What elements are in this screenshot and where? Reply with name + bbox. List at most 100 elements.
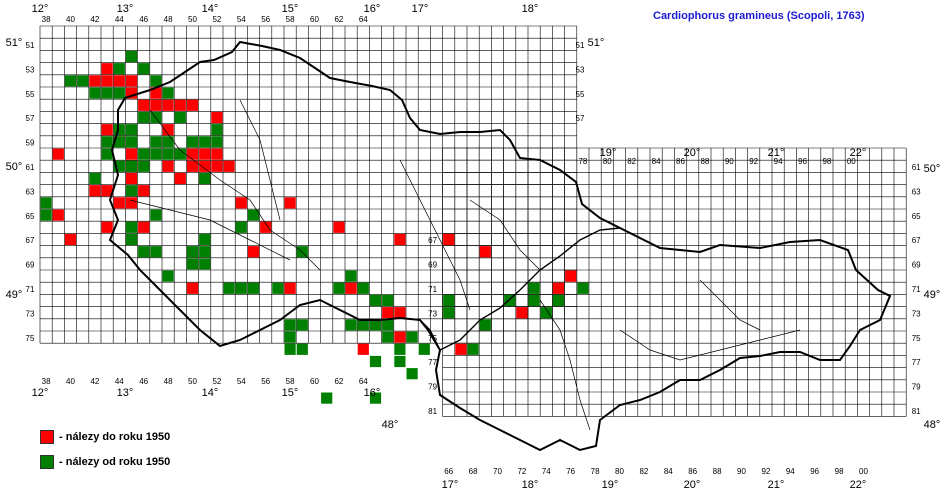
record-square [528, 294, 540, 307]
record-square [382, 307, 394, 319]
record-square [174, 172, 186, 185]
longitude-label-bottom: 14° [202, 387, 219, 399]
record-square [186, 99, 199, 111]
record-square [138, 111, 150, 124]
record-square [138, 246, 150, 258]
record-square [125, 233, 138, 246]
record-square [101, 75, 113, 87]
column-label-bottom: 46 [139, 377, 148, 386]
record-square [186, 136, 199, 148]
longitude-label-top: 16° [364, 3, 381, 15]
record-square [272, 282, 284, 294]
longitude-label-bottom: 15° [282, 387, 299, 399]
record-square [186, 160, 199, 172]
record-square [223, 282, 235, 294]
record-square [296, 343, 308, 355]
record-square [211, 160, 223, 172]
column-label-top: 92 [749, 157, 758, 166]
record-square [162, 124, 174, 136]
record-square [345, 282, 357, 294]
longitude-label-bottom: 13° [117, 387, 134, 399]
longitude-label-top: 17° [412, 3, 429, 15]
column-label-bottom: 56 [261, 377, 270, 386]
record-square [211, 136, 223, 148]
row-label-right: 55 [576, 90, 585, 99]
row-label-left: 67 [428, 236, 437, 245]
river-line [619, 329, 801, 361]
record-square [467, 343, 479, 355]
row-label-left: 77 [428, 358, 437, 367]
record-square [577, 282, 589, 294]
legend-label: - nálezy do roku 1950 [59, 431, 171, 443]
column-label-bottom: 78 [591, 467, 600, 476]
river-line [149, 109, 321, 271]
row-label-left: 65 [26, 212, 35, 221]
record-square [101, 87, 113, 99]
column-label-top: 00 [847, 157, 856, 166]
row-label-left: 69 [428, 261, 437, 270]
column-label-bottom: 70 [493, 467, 502, 476]
record-square [101, 63, 113, 75]
column-label-bottom: 60 [310, 377, 319, 386]
river-line [129, 199, 291, 261]
record-square [150, 136, 162, 148]
column-label-bottom: 38 [42, 377, 51, 386]
record-square [382, 294, 394, 307]
record-square [162, 99, 174, 111]
row-label-left: 61 [26, 163, 35, 172]
record-square [199, 258, 211, 270]
record-square [150, 246, 162, 258]
record-square [394, 331, 406, 343]
longitude-label-bottom: 18° [522, 479, 539, 491]
record-square [162, 148, 174, 160]
column-label-top: 46 [139, 15, 148, 24]
record-square [247, 209, 260, 221]
column-label-bottom: 68 [469, 467, 478, 476]
column-label-top: 84 [652, 157, 661, 166]
row-label-right: 57 [576, 114, 585, 123]
record-square [223, 160, 235, 172]
record-square [284, 319, 296, 331]
record-square [186, 258, 199, 270]
latitude-label: 49° [6, 289, 23, 301]
record-square [443, 307, 455, 319]
internal-border [419, 227, 621, 351]
record-square [345, 319, 357, 331]
record-square [125, 124, 138, 136]
record-square [138, 185, 150, 197]
record-square [40, 209, 52, 221]
column-label-bottom: 90 [737, 467, 746, 476]
column-label-bottom: 66 [444, 467, 453, 476]
row-label-right: 77 [912, 358, 921, 367]
column-label-bottom: 40 [66, 377, 75, 386]
record-square [528, 282, 540, 294]
column-label-top: 38 [42, 15, 51, 24]
row-label-left: 73 [26, 309, 35, 318]
record-square [186, 282, 199, 294]
record-square [125, 136, 138, 148]
longitude-label-bottom: 17° [442, 479, 459, 491]
record-square [64, 75, 77, 87]
record-square [162, 87, 174, 99]
record-square [113, 160, 125, 172]
river-line [399, 159, 471, 311]
record-square [138, 63, 150, 75]
row-label-right: 61 [912, 163, 921, 172]
record-square [150, 99, 162, 111]
column-label-bottom: 86 [688, 467, 697, 476]
longitude-label-bottom: 20° [684, 479, 701, 491]
column-label-bottom: 44 [115, 377, 124, 386]
longitude-label-bottom: 12° [32, 387, 49, 399]
latitude-label: 50° [924, 163, 941, 175]
record-square [113, 75, 125, 87]
column-label-top: 60 [310, 15, 319, 24]
record-square [125, 221, 138, 233]
record-square [64, 233, 77, 246]
record-square [162, 270, 174, 282]
record-square [235, 197, 247, 209]
record-square [138, 99, 150, 111]
record-square [101, 148, 113, 160]
column-label-top: 64 [359, 15, 368, 24]
record-square [406, 331, 418, 343]
column-label-top: 50 [188, 15, 197, 24]
